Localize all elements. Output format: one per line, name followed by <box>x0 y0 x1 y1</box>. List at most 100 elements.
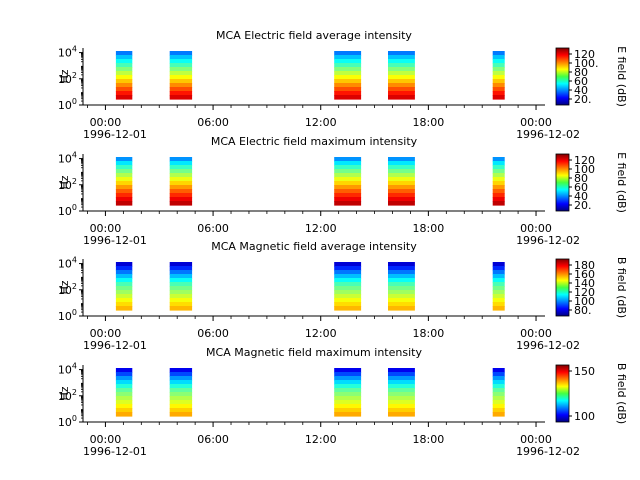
colorbar-tick-label: 160 <box>574 268 595 281</box>
spectrogram-cell <box>492 376 505 381</box>
spectrogram-cell <box>334 368 362 373</box>
colorbar-tick-label: 80 <box>574 66 588 79</box>
spectrogram-cell <box>388 266 415 271</box>
spectrogram-cell <box>492 368 505 373</box>
spectrogram-cell <box>115 388 133 393</box>
spectrogram-cell <box>334 400 362 405</box>
x-tick-label: 06:00 <box>197 222 229 235</box>
colorbar-tick-label: 100 <box>574 295 595 308</box>
spectrogram-cell <box>388 372 415 377</box>
spectrogram-cell <box>115 55 133 60</box>
spectrogram-cell <box>334 63 362 68</box>
spectrogram-cell <box>115 161 133 166</box>
x-tick-label: 00:00 <box>90 327 122 340</box>
spectrogram-cell <box>388 412 415 417</box>
x-end-date: 1996-12-02 <box>516 445 580 458</box>
spectrogram-cell <box>492 173 505 178</box>
spectrogram-cell <box>115 185 133 190</box>
colorbar-tick-label: 20. <box>574 199 592 212</box>
x-start-date: 1996-12-01 <box>83 445 147 458</box>
x-tick-label: 00:00 <box>90 222 122 235</box>
spectrogram-cell <box>115 298 133 303</box>
spectrogram-cell <box>115 79 133 84</box>
spectrogram-cell <box>169 63 193 68</box>
colorbar-tick-label: 60 <box>574 181 588 194</box>
spectrogram-cell <box>115 189 133 194</box>
spectrogram-cell <box>388 59 415 64</box>
x-end-date: 1996-12-02 <box>516 128 580 141</box>
data-pass-4 <box>388 368 415 417</box>
spectrogram-cell <box>169 262 193 267</box>
spectrogram-cell <box>388 173 415 178</box>
spectrogram-cell <box>388 298 415 303</box>
spectrogram-cell <box>492 306 505 311</box>
spectrogram-cell <box>169 193 193 198</box>
spectrogram-cell <box>334 306 362 311</box>
spectrogram-cell <box>492 266 505 271</box>
spectrogram-cell <box>492 278 505 283</box>
spectrogram-cell <box>169 95 193 100</box>
x-tick-label: 00:00 <box>520 116 552 129</box>
spectrogram-panel-3: MCA Magnetic field average intensity 104 1… <box>58 240 628 352</box>
spectrogram-cell <box>492 59 505 64</box>
spectrogram-panel-1: MCA Electric field average intensity 104 1… <box>58 29 628 141</box>
colorbar <box>555 364 570 423</box>
spectrogram-cell <box>334 392 362 397</box>
spectrogram-cell <box>169 91 193 96</box>
spectrogram-cell <box>169 278 193 283</box>
spectrogram-cell <box>115 165 133 170</box>
spectrogram-cell <box>334 262 362 267</box>
x-end-date: 1996-12-02 <box>516 339 580 352</box>
spectrogram-cell <box>115 376 133 381</box>
spectrogram-cell <box>115 51 133 56</box>
spectrogram-panel-2: MCA Electric field maximum intensity 104 1… <box>58 135 628 247</box>
spectrogram-cell <box>492 67 505 72</box>
spectrogram-cell <box>169 270 193 275</box>
spectrogram-cell <box>334 165 362 170</box>
spectrogram-cell <box>388 51 415 56</box>
spectrogram-cell <box>334 396 362 401</box>
spectrogram-cell <box>334 266 362 271</box>
y-tick-label: 100 <box>58 203 77 218</box>
data-pass-2 <box>169 368 193 417</box>
spectrogram-cell <box>169 266 193 271</box>
spectrogram-cell <box>334 294 362 299</box>
spectrogram-cell <box>388 376 415 381</box>
spectrogram-cell <box>492 408 505 413</box>
spectrogram-cell <box>388 286 415 291</box>
colorbar-label: E field (dB) <box>615 152 628 213</box>
spectrogram-cell <box>169 197 193 202</box>
spectrogram-cell <box>492 396 505 401</box>
spectrogram-cell <box>388 75 415 80</box>
spectrogram-cell <box>334 384 362 389</box>
spectrogram-cell <box>388 161 415 166</box>
spectrogram-cell <box>115 372 133 377</box>
spectrogram-cell <box>115 282 133 287</box>
spectrogram-cell <box>388 165 415 170</box>
spectrogram-cell <box>388 157 415 162</box>
y-axis-label: Hz <box>58 175 71 189</box>
spectrogram-cell <box>388 380 415 385</box>
colorbar <box>555 258 570 317</box>
spectrogram-cell <box>334 95 362 100</box>
spectrogram-cell <box>169 189 193 194</box>
y-tick-label: 104 <box>58 151 77 166</box>
spectrogram-cell <box>169 282 193 287</box>
spectrogram-cell <box>388 197 415 202</box>
spectrogram-cell <box>388 290 415 295</box>
spectrogram-cell <box>169 161 193 166</box>
spectrogram-cell <box>169 173 193 178</box>
spectrogram-cell <box>334 161 362 166</box>
spectrogram-cell <box>115 197 133 202</box>
spectrogram-cell <box>115 392 133 397</box>
spectrogram-cell <box>169 79 193 84</box>
spectrogram-cell <box>334 380 362 385</box>
spectrogram-cell <box>492 177 505 182</box>
x-tick-label: 18:00 <box>413 116 445 129</box>
spectrogram-cell <box>388 302 415 307</box>
spectrogram-cell <box>115 286 133 291</box>
y-tick-label: 104 <box>58 45 77 60</box>
y-axis-label: Hz <box>58 69 71 83</box>
y-axis-label: Hz <box>58 386 71 400</box>
spectrogram-cell <box>334 290 362 295</box>
